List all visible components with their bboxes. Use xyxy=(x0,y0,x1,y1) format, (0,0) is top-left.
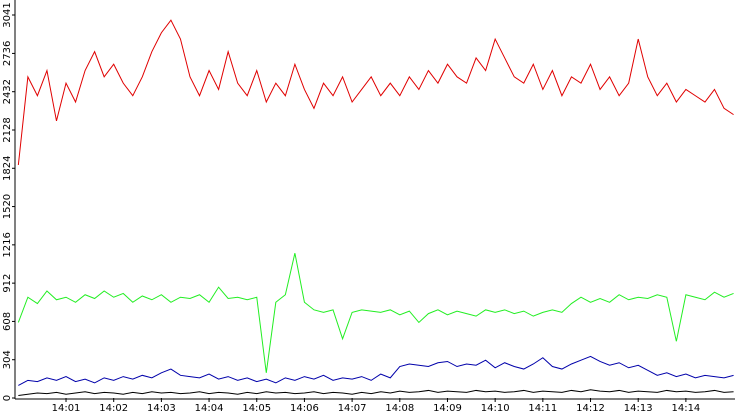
x-tick-label: 14:08 xyxy=(385,403,414,414)
series-line xyxy=(18,355,734,386)
series-line xyxy=(18,389,734,396)
series-line xyxy=(17,253,734,373)
x-tick-label: 14:02 xyxy=(99,403,128,414)
x-tick-label: 14:10 xyxy=(481,403,510,414)
y-tick-label: 912 xyxy=(2,274,13,293)
series-line xyxy=(17,19,734,166)
y-tick-label: 1520 xyxy=(2,194,13,219)
x-tick-label: 14:11 xyxy=(528,403,557,414)
x-tick-label: 14:13 xyxy=(624,403,653,414)
y-tick-label: 3041 xyxy=(2,2,13,27)
x-tick-label: 14:05 xyxy=(242,403,271,414)
y-tick-label: 1216 xyxy=(2,232,13,257)
y-tick-label: 304 xyxy=(2,350,13,369)
x-tick-label: 14:04 xyxy=(195,403,224,414)
x-tick-label: 14:03 xyxy=(147,403,176,414)
y-tick-label: 2432 xyxy=(2,79,13,104)
x-tick-label: 14:06 xyxy=(290,403,319,414)
y-tick-label: 1824 xyxy=(2,156,13,181)
x-tick-label: 14:01 xyxy=(52,403,81,414)
y-tick-label: 0 xyxy=(2,395,13,401)
x-tick-label: 14:14 xyxy=(671,403,700,414)
y-tick-label: 2736 xyxy=(2,41,13,66)
x-tick-label: 14:12 xyxy=(576,403,605,414)
x-tick-label: 14:07 xyxy=(338,403,367,414)
x-tick-label: 14:09 xyxy=(433,403,462,414)
y-tick-label: 2128 xyxy=(2,117,13,142)
y-tick-label: 608 xyxy=(2,312,13,331)
